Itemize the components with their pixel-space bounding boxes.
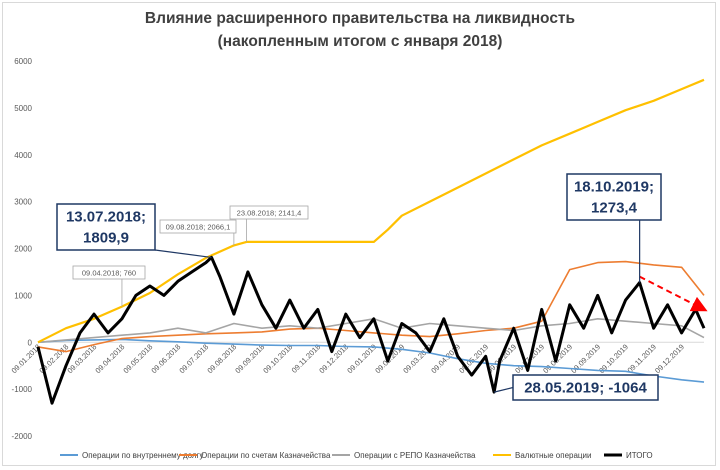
callout-text: 1809,9 — [83, 230, 129, 247]
callout-leader — [493, 386, 514, 393]
y-tick-label: 5000 — [14, 104, 32, 113]
series-line-5 — [36, 255, 706, 405]
y-tick-label: -2000 — [12, 432, 33, 441]
legend-label: Операции по внутреннему долгу — [82, 451, 204, 460]
x-tick-label: 09.04.2018 — [93, 342, 126, 375]
series-line-1 — [37, 338, 705, 383]
x-tick-label: 09.07.2018 — [177, 342, 210, 375]
y-tick-label: 1000 — [14, 291, 32, 300]
callout-box — [56, 203, 156, 251]
series-layer — [36, 78, 708, 405]
x-tick-label: 09.03.2019 — [401, 342, 434, 375]
x-tick-label: 09.10.2018 — [261, 342, 294, 375]
callouts: 13.07.2018; 1809,9 18.10.2019; 1273,4 28.05.… — [56, 173, 662, 401]
legend-label: ИТОГО — [626, 451, 653, 460]
callout-box — [229, 205, 309, 220]
callout-text: 09.08.2018; 2066,1 — [166, 223, 231, 232]
x-tick-label: 09.09.2018 — [233, 342, 266, 375]
callout-text: 23.08.2018; 2141,4 — [237, 209, 302, 218]
callout-box — [512, 374, 659, 401]
callout-text: 18.10.2019; — [574, 179, 654, 196]
chart-frame — [2, 2, 716, 466]
chart-subtitle: (накопленным итогом с января 2018) — [218, 33, 503, 50]
y-tick-label: 3000 — [14, 198, 32, 207]
legend-label: Операции с РЕПО Казначейства — [354, 451, 476, 460]
x-tick-label: 09.08.2018 — [205, 342, 238, 375]
callout-box — [72, 265, 146, 280]
callout-text: 09.04.2018; 760 — [82, 269, 136, 278]
x-tick-label: 09.12.2019 — [653, 342, 686, 375]
y-tick-label: 0 — [28, 338, 33, 347]
callout-text: 1273,4 — [591, 200, 638, 217]
callout-box — [566, 173, 662, 221]
series-line-2 — [37, 260, 705, 353]
y-tick-label: -1000 — [12, 385, 33, 394]
trend-arrow — [639, 275, 708, 312]
callout-box — [159, 219, 237, 234]
y-tick-label: 2000 — [14, 245, 32, 254]
y-tick-label: 4000 — [14, 151, 32, 160]
x-tick-label: 09.05.2018 — [121, 342, 154, 375]
chart-title: Влияние расширенного правительства на ли… — [145, 10, 575, 27]
legend-label: Операции по счетам Казначейства — [201, 451, 331, 460]
callout-text: 13.07.2018; — [66, 209, 146, 226]
series-line-4 — [37, 78, 705, 344]
callout-text: 28.05.2019; -1064 — [524, 380, 647, 397]
legend-label: Валютные операции — [515, 451, 591, 460]
x-tick-label: 09.06.2018 — [149, 342, 182, 375]
y-tick-label: 6000 — [14, 57, 32, 66]
callout-leader — [154, 249, 212, 259]
